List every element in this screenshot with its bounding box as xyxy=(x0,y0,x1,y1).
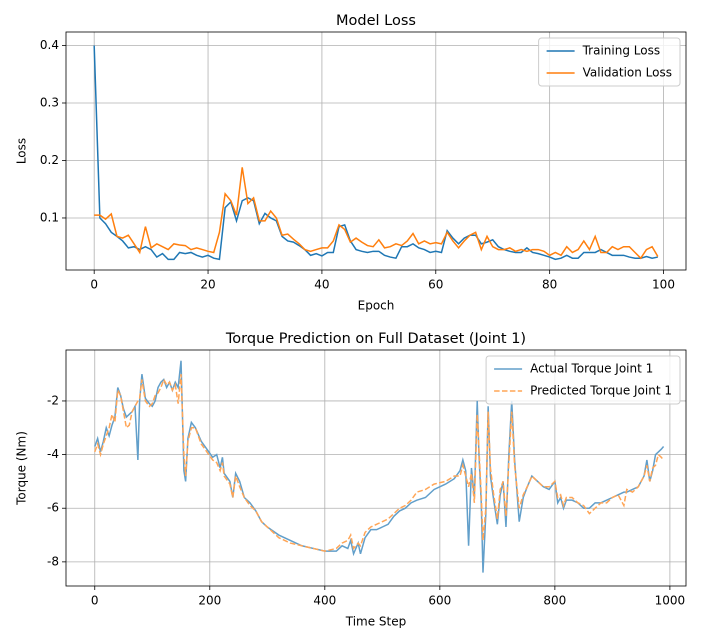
legend-label: Training Loss xyxy=(582,44,660,58)
legend: Actual Torque Joint 1 Predicted Torque Jo… xyxy=(485,355,681,405)
data-line xyxy=(93,45,658,261)
y-axis-label: Torque (Nm) xyxy=(15,431,29,506)
y-tick-label: 0.3 xyxy=(40,95,59,109)
x-tick-label: 200 xyxy=(198,594,221,608)
x-tick-label: 800 xyxy=(543,594,566,608)
data-line xyxy=(94,360,665,573)
y-axis-label: Loss xyxy=(15,138,29,164)
x-tick-label: 20 xyxy=(200,278,215,292)
x-tick-label: 400 xyxy=(313,594,336,608)
y-tick-label: -6 xyxy=(47,501,59,515)
y-tick-label: -4 xyxy=(47,447,59,461)
x-tick-label: 100 xyxy=(652,278,675,292)
subplot: Torque Prediction on Full Dataset (Joint… xyxy=(15,331,687,629)
x-tick-label: 0 xyxy=(90,278,98,292)
y-tick-label: -8 xyxy=(47,554,59,568)
axes-frame xyxy=(65,31,687,271)
legend-label: Predicted Torque Joint 1 xyxy=(530,384,672,398)
x-tick-label: 40 xyxy=(314,278,329,292)
chart-title: Torque Prediction on Full Dataset (Joint… xyxy=(225,331,526,347)
legend-label: Validation Loss xyxy=(583,66,672,80)
legend-box xyxy=(538,37,681,87)
subplot: Model Loss Epoch Loss 0 20 40 60 80 100 0.1 0.2 0.3… xyxy=(15,13,687,313)
data-line xyxy=(94,167,659,260)
legend-label: Actual Torque Joint 1 xyxy=(530,362,653,376)
y-tick-label: 0.4 xyxy=(40,38,59,52)
axes-frame xyxy=(65,349,687,587)
data-line xyxy=(94,374,665,552)
x-axis-label: Time Step xyxy=(345,615,407,629)
legend: Training Loss Validation Loss xyxy=(538,37,681,87)
x-tick-label: 600 xyxy=(428,594,451,608)
x-tick-label: 0 xyxy=(91,594,99,608)
y-tick-label: 0.2 xyxy=(40,153,59,167)
x-tick-label: 1000 xyxy=(655,594,686,608)
y-tick-label: -2 xyxy=(47,393,59,407)
y-tick-label: 0.1 xyxy=(40,210,59,224)
legend-box xyxy=(485,355,681,405)
chart-title: Model Loss xyxy=(336,13,416,29)
x-axis-label: Epoch xyxy=(358,299,395,313)
x-tick-label: 80 xyxy=(542,278,557,292)
x-tick-label: 60 xyxy=(428,278,443,292)
